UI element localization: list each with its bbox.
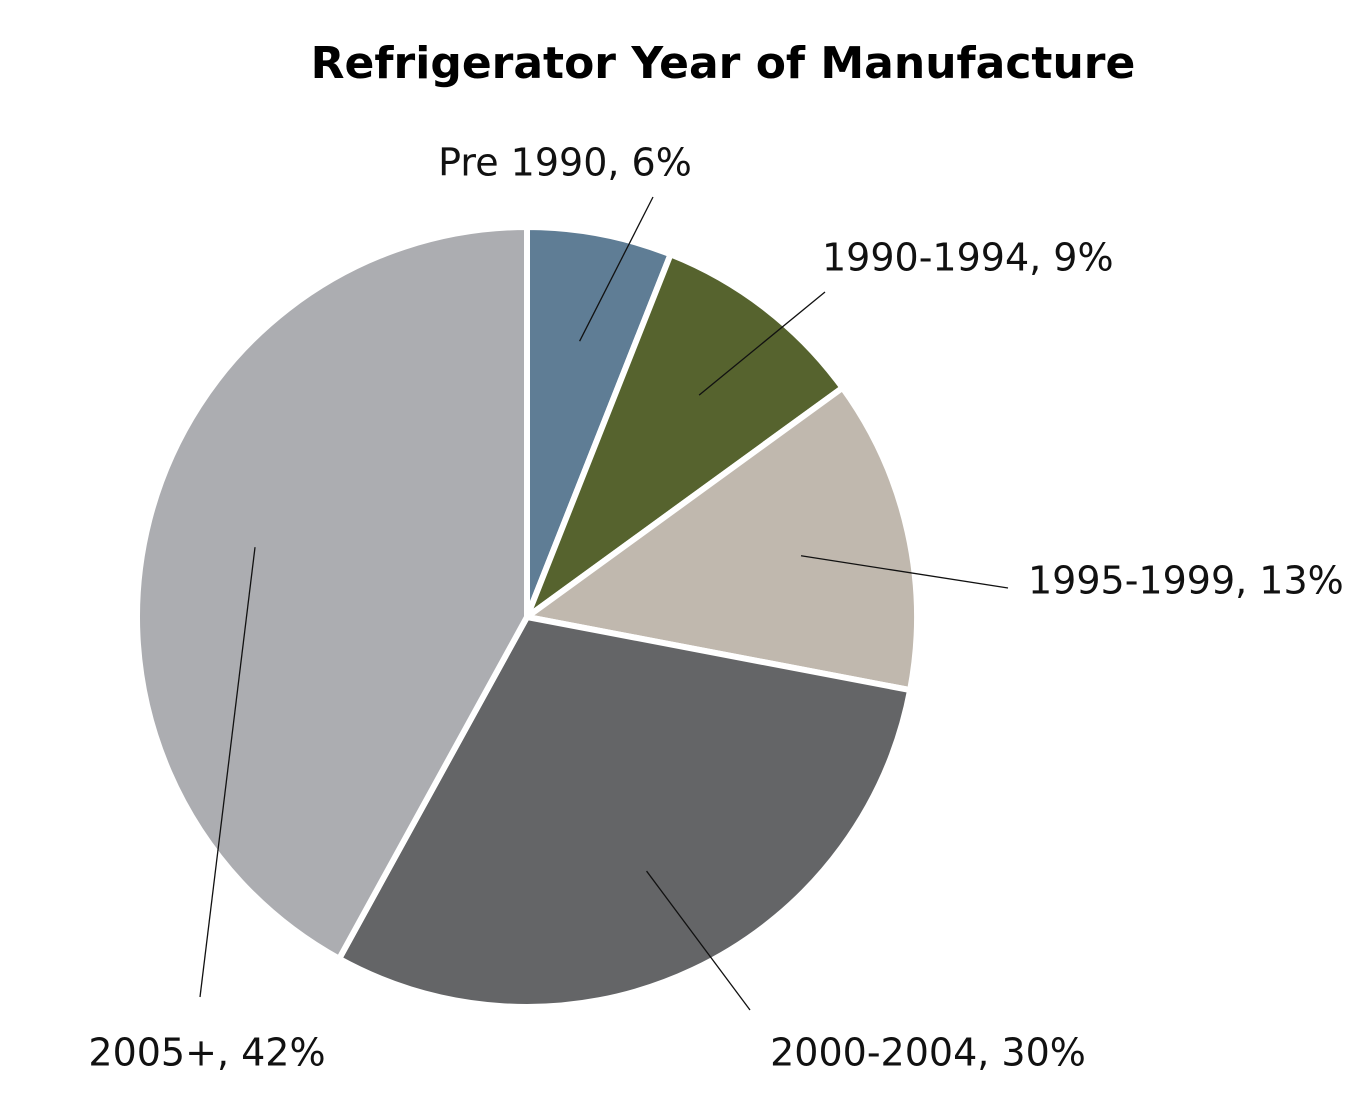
leader-line bbox=[698, 291, 826, 396]
data-label: 1990-1994, 9% bbox=[822, 236, 1114, 280]
pie-slice bbox=[336, 614, 914, 1010]
data-label: Pre 1990, 6% bbox=[438, 141, 692, 185]
data-label: 1995-1999, 13% bbox=[1028, 559, 1344, 603]
leader-line bbox=[646, 870, 751, 1011]
chart-title: Refrigerator Year of Manufacture bbox=[311, 38, 1136, 89]
leader-line bbox=[579, 196, 654, 342]
pie-slice bbox=[524, 251, 846, 620]
data-label: 2000-2004, 30% bbox=[770, 1031, 1086, 1075]
pie-slice bbox=[524, 384, 920, 694]
pie-slice bbox=[134, 224, 530, 962]
leader-line bbox=[199, 547, 256, 998]
leader-line bbox=[800, 555, 1009, 589]
data-label: 2005+, 42% bbox=[88, 1031, 325, 1075]
